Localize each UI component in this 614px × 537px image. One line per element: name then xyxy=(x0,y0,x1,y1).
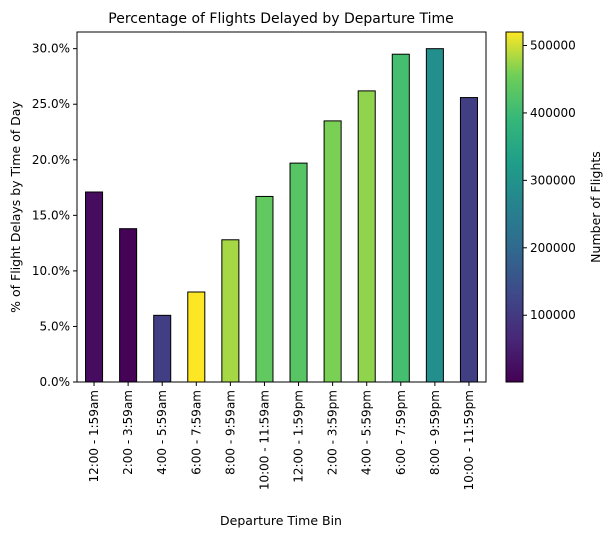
y-tick-label: 5.0% xyxy=(40,319,71,333)
x-tick-label: 12:00 - 1:59am xyxy=(87,390,101,483)
bar xyxy=(357,90,376,383)
bar xyxy=(187,291,206,383)
colorbar xyxy=(506,32,523,382)
bar xyxy=(289,162,308,383)
y-axis-label: % of Flight Delays by Time of Day xyxy=(8,101,23,313)
x-tick-label: 12:00 - 1:59pm xyxy=(292,390,306,483)
x-tick-label: 2:00 - 3:59pm xyxy=(326,390,340,475)
bar xyxy=(323,120,342,383)
plot-frame xyxy=(76,31,487,383)
bar xyxy=(391,53,410,383)
colorbar-tick-label: 100000 xyxy=(530,308,576,322)
y-tick-label: 30.0% xyxy=(32,42,70,56)
x-tick-label: 4:00 - 5:59pm xyxy=(360,390,374,475)
colorbar-ticks: 100000 200000 300000 400000 500000 xyxy=(523,38,576,322)
x-axis-label: Departure Time Bin xyxy=(220,513,342,528)
colorbar-tick-label: 500000 xyxy=(530,38,576,52)
y-tick-label: 10.0% xyxy=(32,264,70,278)
bar xyxy=(221,239,240,383)
x-tick-label: 10:00 - 11:59am xyxy=(258,390,272,490)
bar xyxy=(459,97,478,383)
x-tick-label: 6:00 - 7:59pm xyxy=(394,390,408,475)
bar xyxy=(425,48,444,383)
plot-area: 0.0% 5.0% 10.0% 15.0% 20.0% 25.0% 30.0% 12:00 -… xyxy=(32,42,478,490)
x-tick-label: 2:00 - 3:59am xyxy=(121,390,135,475)
colorbar-tick-label: 400000 xyxy=(530,106,576,120)
y-tick-label: 20.0% xyxy=(32,153,70,167)
y-tick-label: 15.0% xyxy=(32,208,70,222)
colorbar-frame xyxy=(505,31,524,383)
x-tick-label: 4:00 - 5:59am xyxy=(155,390,169,475)
chart-title: Percentage of Flights Delayed by Departu… xyxy=(108,11,453,27)
colorbar-tick-label: 300000 xyxy=(530,173,576,187)
bar xyxy=(255,195,274,383)
colorbar-label: Number of Flights xyxy=(588,151,603,263)
bar xyxy=(153,314,172,383)
bar xyxy=(85,191,104,383)
x-tick-label: 10:00 - 11:59pm xyxy=(462,390,476,490)
y-tick-label: 25.0% xyxy=(32,97,70,111)
x-tick-label: 6:00 - 7:59am xyxy=(189,390,203,475)
x-tick-label: 8:00 - 9:59pm xyxy=(428,390,442,475)
y-tick-label: 0.0% xyxy=(40,375,71,389)
colorbar-tick-label: 200000 xyxy=(530,241,576,255)
x-tick-label: 8:00 - 9:59am xyxy=(223,390,237,475)
bar xyxy=(119,228,138,383)
